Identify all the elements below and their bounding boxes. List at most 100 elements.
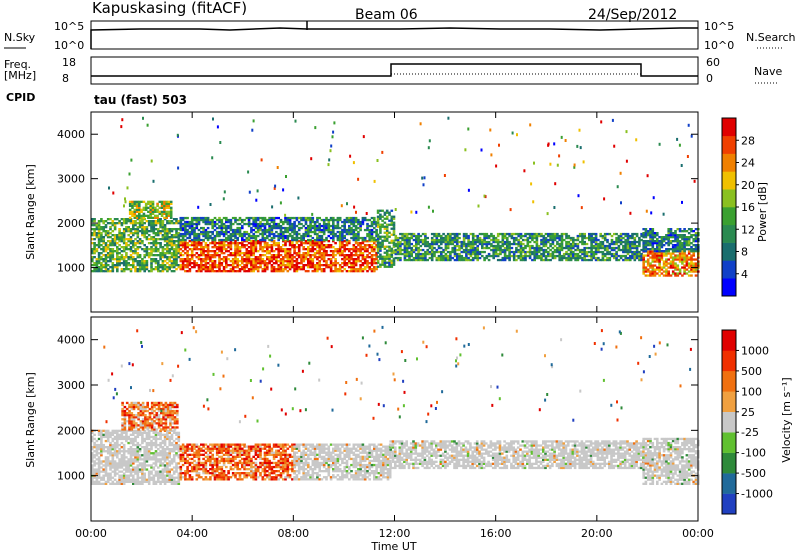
power-cell [415, 240, 418, 244]
power-cell [268, 262, 271, 265]
power-cell [361, 236, 365, 240]
power-cell [642, 246, 645, 249]
power-cell [341, 232, 344, 236]
power-cell [375, 266, 378, 269]
power-cell [483, 258, 486, 262]
power-cell [430, 250, 434, 254]
power-cell [172, 270, 176, 273]
power-cell [558, 258, 561, 262]
power-cell [565, 252, 568, 256]
power-cell [238, 222, 242, 226]
power-cell [106, 264, 110, 267]
power-cell [453, 258, 457, 262]
power-cell [241, 252, 244, 255]
power-cell [542, 250, 546, 254]
power-cell [440, 234, 443, 238]
velocity-cell [116, 482, 119, 485]
power-cell [118, 236, 121, 239]
power-cell [169, 200, 173, 203]
power-cell [685, 262, 689, 265]
power-cell [127, 226, 130, 229]
velocity-cell [141, 464, 144, 467]
power-cell [134, 230, 137, 233]
power-cell [128, 216, 132, 219]
power-cell [129, 270, 133, 273]
power-cell [304, 248, 308, 251]
velocity-cell [111, 480, 115, 483]
power-cell [195, 242, 199, 245]
power-cell [613, 240, 616, 244]
velocity-cell [143, 478, 146, 481]
power-cell [656, 252, 659, 255]
power-cell [392, 257, 396, 260]
power-cell [284, 244, 287, 247]
power-cell [410, 252, 413, 256]
power-cell [385, 223, 389, 226]
power-cell [327, 224, 331, 228]
power-cell [651, 258, 655, 261]
power-cell [676, 246, 680, 249]
power-cell [635, 244, 639, 248]
power-cell [177, 264, 181, 267]
power-cell [385, 255, 389, 258]
power-cell [131, 212, 134, 215]
power-cell [375, 222, 378, 226]
power-cell [151, 212, 155, 215]
power-cell [617, 238, 621, 242]
power-cell [120, 218, 124, 221]
power-cell [93, 232, 96, 235]
power-cell [138, 226, 142, 229]
power-cell [256, 242, 260, 245]
power-cell [590, 258, 593, 262]
power-cell [147, 248, 151, 251]
power-cell [297, 266, 301, 269]
power-cell [671, 248, 675, 251]
power-cell [97, 270, 101, 273]
power-cell [275, 222, 278, 226]
power-cell [519, 252, 523, 256]
power-cell [320, 258, 324, 261]
power-cell [256, 230, 260, 234]
power-cell [640, 238, 643, 242]
velocity-cell [95, 470, 99, 473]
power-cell [560, 232, 564, 236]
power-cell [213, 252, 217, 255]
power-cell [419, 240, 423, 244]
power-cell [426, 242, 429, 246]
power-cell [284, 260, 287, 263]
power-cell [334, 234, 337, 238]
power-cell [144, 214, 148, 217]
power-cell [462, 236, 466, 240]
power-cell [341, 246, 344, 249]
power-cell [166, 268, 169, 271]
power-cell [613, 252, 616, 256]
power-cell [617, 234, 621, 238]
power-cell [231, 222, 235, 226]
power-cell [517, 232, 520, 236]
power-cell [154, 244, 158, 247]
power-cell [490, 232, 493, 236]
power-cell [275, 230, 278, 234]
power-cell [332, 216, 335, 220]
power-cell [490, 238, 493, 242]
power-cell [177, 252, 181, 255]
power-cell [681, 254, 684, 257]
power-cell [106, 244, 110, 247]
power-cell [175, 256, 178, 259]
power-cell [220, 224, 224, 228]
power-cell [444, 242, 448, 246]
power-speck [619, 171, 622, 175]
power-cell [161, 222, 165, 225]
power-cell [116, 248, 119, 251]
power-cell [474, 254, 477, 258]
power-cell [334, 248, 337, 251]
power-cell [141, 258, 144, 261]
power-cell [170, 246, 174, 249]
power-cell [594, 240, 598, 244]
power-cell [132, 258, 135, 261]
power-cell [134, 220, 137, 223]
power-cell [662, 236, 666, 239]
power-cell [631, 236, 634, 240]
power-cell [467, 248, 470, 252]
power-panel-frame [90, 111, 699, 313]
